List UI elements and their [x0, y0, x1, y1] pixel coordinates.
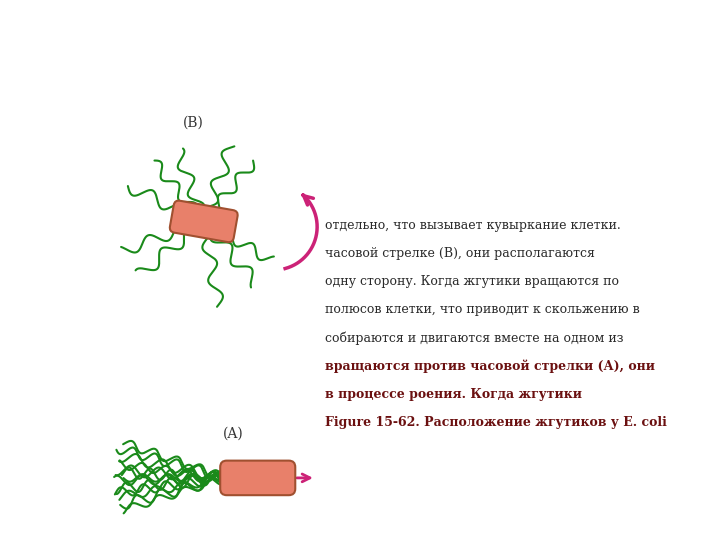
- Text: Figure 15-62. Расположение жгутиков у E. coli: Figure 15-62. Расположение жгутиков у E.…: [325, 416, 667, 429]
- Text: одну сторону. Когда жгутики вращаются по: одну сторону. Когда жгутики вращаются по: [325, 275, 619, 288]
- Text: собираются и двигаются вместе на одном из: собираются и двигаются вместе на одном и…: [325, 332, 624, 345]
- Text: часовой стрелке (В), они располагаются: часовой стрелке (В), они располагаются: [325, 247, 595, 260]
- Text: в процессе роения. Когда жгутики: в процессе роения. Когда жгутики: [325, 388, 582, 401]
- Text: отдельно, что вызывает кувыркание клетки.: отдельно, что вызывает кувыркание клетки…: [325, 219, 621, 232]
- Text: вращаются против часовой стрелки (А), они: вращаются против часовой стрелки (А), он…: [325, 360, 655, 373]
- Text: полюсов клетки, что приводит к скольжению в: полюсов клетки, что приводит к скольжени…: [325, 303, 640, 316]
- FancyBboxPatch shape: [220, 461, 295, 495]
- Text: (A): (A): [223, 427, 244, 441]
- Text: (B): (B): [182, 116, 203, 130]
- FancyBboxPatch shape: [170, 201, 238, 242]
